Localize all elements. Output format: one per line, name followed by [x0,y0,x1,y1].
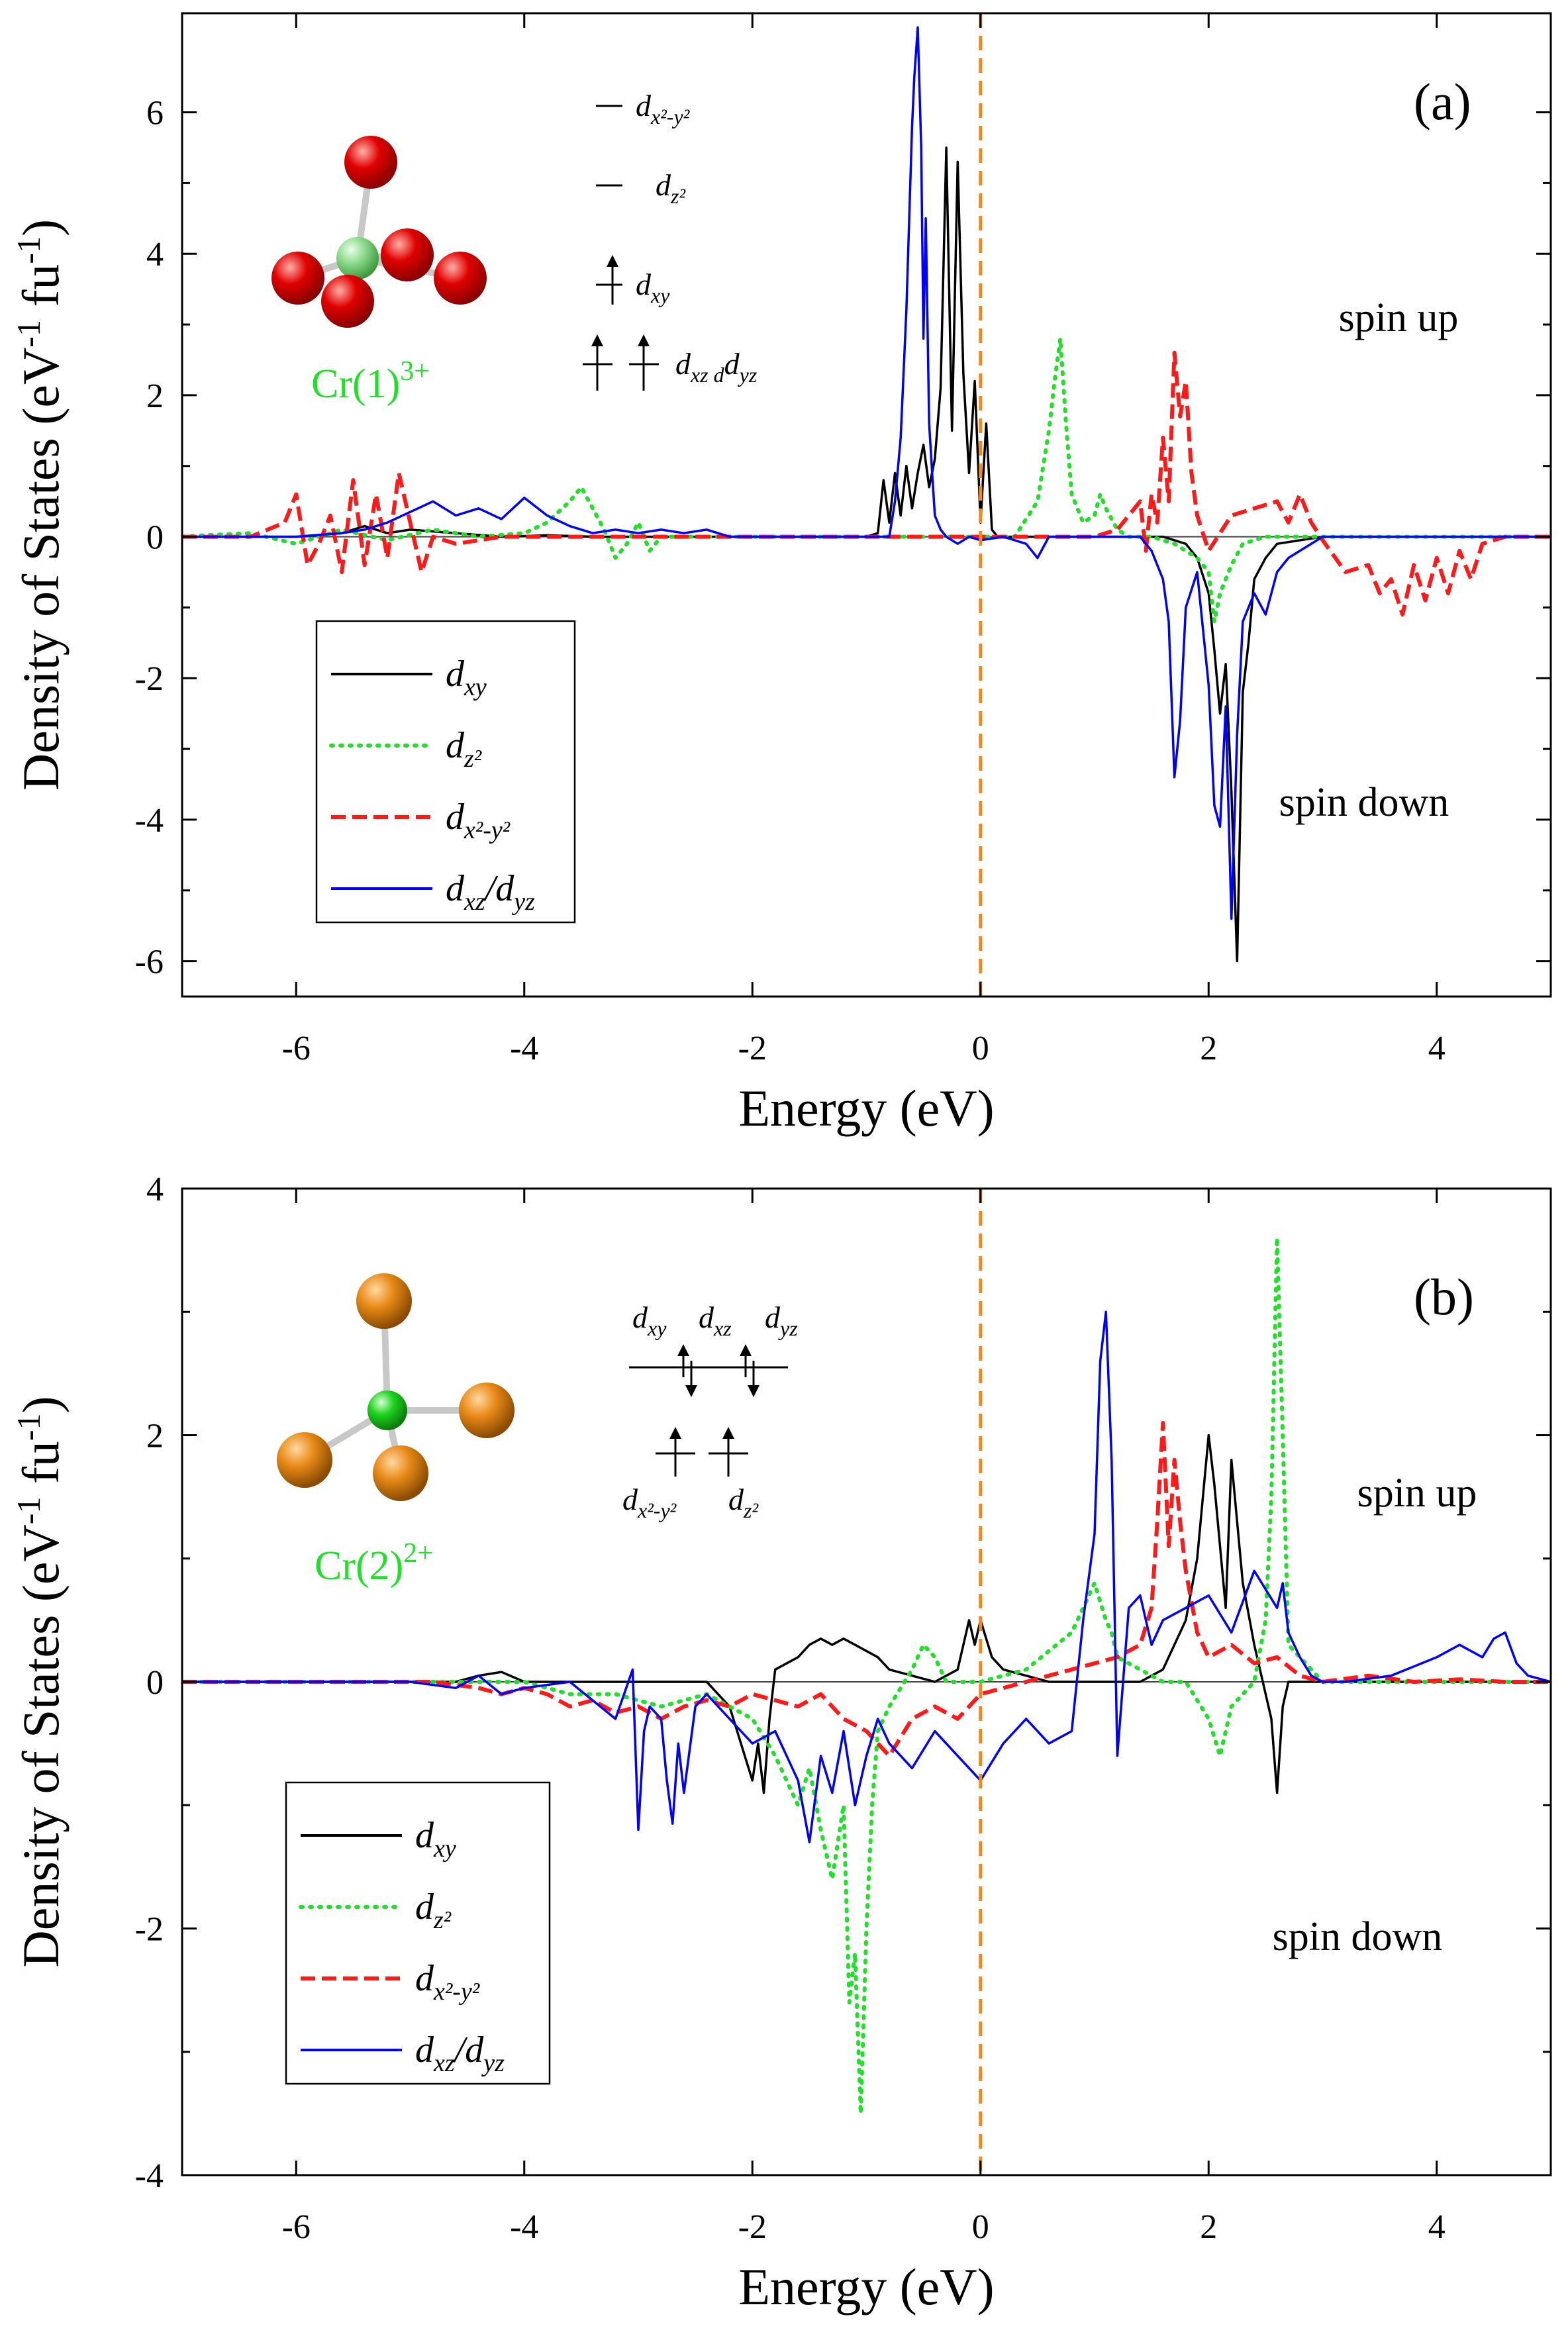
x-tick-label: 0 [972,1030,989,1067]
y-tick-label: 4 [146,1171,164,1208]
spin-up-arrowhead [591,334,603,346]
orbital-label: dx²-y² [636,89,691,128]
x-tick-label: -6 [282,1030,311,1067]
x-tick-label: -4 [510,2208,538,2246]
spin-up-arrowhead [669,1427,681,1439]
orbital-label: dxz [699,1300,732,1340]
ligand-atom [459,1383,514,1438]
ligand-atom [381,228,434,281]
orbital-label: dxz ddyz [675,347,758,387]
ion-label: Cr(2)2+ [315,1538,433,1588]
y-tick-label: -2 [135,660,164,698]
x-tick-label: -6 [282,2208,311,2246]
legend: dxy dz² dx²-y² dxz/dyz [285,1781,551,2085]
series-line-dxy [182,146,1551,963]
legend-label-1: dz² [446,725,482,773]
legend-label-3: dxz/dyz [415,2029,505,2077]
y-tick-label: -4 [135,2157,164,2195]
x-axis-label: Energy (eV) [738,2258,994,2316]
x-tick-label: 2 [1200,2208,1217,2246]
x-tick-label: -4 [510,1030,538,1067]
series-line-dx2-y2 [182,350,1551,617]
spin-down-label: spin down [1273,1914,1443,1959]
x-tick-label: -2 [738,1030,767,1067]
legend-label-2: dx²-y² [446,797,511,844]
orbital-label: dxy [636,268,670,307]
orbital-label: dyz [765,1300,798,1340]
series-line-dxy [182,1434,1551,1794]
spin-up-arrowhead [722,1427,734,1439]
ligand-atom [434,252,487,305]
y-tick-label: 4 [146,236,164,273]
molecule-structure [271,136,487,328]
panel-a: -6 -4 -2 0 2 4 -6 -4 -2 0 2 4 6 Energy (eV) Density of… [10,12,1552,1137]
y-tick-label: 2 [146,1418,164,1455]
ligand-atom [321,275,374,328]
orbital-label: dz² [728,1483,759,1522]
spin-down-arrowhead [748,1385,760,1397]
x-tick-label: 4 [1428,2208,1446,2246]
plot-frame [181,12,1552,998]
y-tick-label: -2 [135,1911,164,1949]
x-tick-label: 4 [1428,1030,1446,1067]
spin-up-arrowhead [607,255,618,267]
ligand-atom [344,136,397,189]
legend: dxy dz² dx²-y² dxz/dyz [315,620,576,924]
y-tick-label: 0 [146,1664,164,1702]
y-axis-label: Density of States (eV-1 fu-1) [10,219,70,791]
spin-up-arrowhead [677,1344,689,1356]
panel-label: (b) [1414,1268,1474,1326]
series-line-dxz/dyz [182,26,1551,920]
legend-box [315,620,576,924]
spin-down-arrowhead [685,1385,697,1397]
ligand-atom [373,1445,428,1501]
level-diagram: dxy dxz dyz dx²-y² dz² [622,1300,798,1522]
panel-b: -6 -4 -2 0 2 4 -4 -2 0 2 4 Energy (eV) Density of St… [10,1171,1552,2316]
level-diagram: dx²-y² dz² dxy dxz ddyz [583,89,758,391]
y-axis-label: Density of States (eV-1 fu-1) [10,1396,70,1967]
spin-up-arrowhead [740,1344,752,1356]
x-axis-label: Energy (eV) [738,1079,994,1137]
y-tick-label: -4 [135,802,164,840]
chromium-atom [336,237,379,279]
ion-label: Cr(1)3+ [311,356,430,407]
x-tick-label: 2 [1200,1030,1217,1067]
legend-label-1: dz² [415,1886,452,1934]
legend-label-3: dxz/dyz [446,868,535,916]
legend-label-0: dxy [415,1815,456,1863]
ligand-atom [271,252,324,305]
ligand-atom [356,1273,412,1329]
y-tick-label: 0 [146,519,164,557]
ligand-atom [277,1432,332,1488]
y-tick-label: -6 [135,944,164,981]
y-tick-label: 6 [146,95,164,132]
x-tick-label: 0 [972,2208,989,2246]
x-tick-label: -2 [738,2208,767,2246]
spin-up-label: spin up [1357,1471,1477,1516]
y-tick-label: 2 [146,377,164,415]
series-line-dx2-y2 [182,1420,1551,1758]
orbital-label: dxy [632,1300,667,1340]
legend-box [285,1781,551,2085]
legend-label-0: dxy [446,654,487,701]
orbital-label: dx²-y² [622,1483,677,1522]
spin-up-label: spin up [1339,295,1459,340]
chromium-atom [368,1391,407,1430]
orbital-label: dz² [656,168,686,208]
legend-label-2: dx²-y² [415,1958,480,2006]
molecule-structure [277,1273,514,1501]
spin-up-arrowhead [638,334,650,346]
panel-label: (a) [1414,73,1471,130]
spin-down-label: spin down [1279,780,1449,825]
